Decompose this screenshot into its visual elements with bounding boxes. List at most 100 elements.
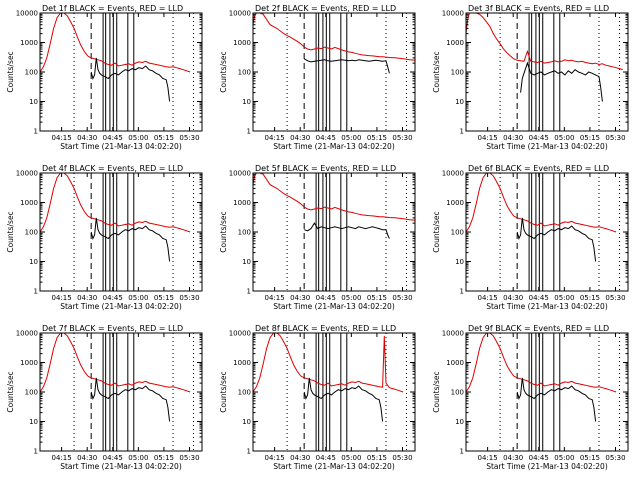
series-lld-line bbox=[252, 12, 416, 61]
y-tick-label: 10 bbox=[455, 258, 464, 266]
x-tick-label: 04:30 bbox=[77, 294, 97, 302]
x-tick-label: 05:30 bbox=[179, 294, 199, 302]
x-tick-label: 04:30 bbox=[290, 454, 310, 462]
x-tick-label: 05:00 bbox=[128, 294, 148, 302]
x-tick-label: 04:45 bbox=[103, 454, 123, 462]
y-tick-label: 10000 bbox=[16, 330, 38, 338]
y-tick-label: 1000 bbox=[20, 199, 38, 207]
x-tick-label: 04:30 bbox=[503, 294, 523, 302]
x-tick-label: 04:30 bbox=[290, 134, 310, 142]
panel-title: Det 6f BLACK = Events, RED = LLD bbox=[468, 164, 609, 173]
y-tick-label: 1 bbox=[247, 288, 251, 296]
x-tick-label: 05:15 bbox=[580, 134, 600, 142]
x-tick-label: 04:45 bbox=[316, 294, 336, 302]
y-tick-label: 1 bbox=[34, 128, 38, 136]
det-panel-9: Det 9f BLACK = Events, RED = LLD 1 10 100 10… bbox=[432, 324, 629, 471]
x-tick-label: 05:30 bbox=[605, 454, 625, 462]
panel-title: Det 5f BLACK = Events, RED = LLD bbox=[255, 164, 396, 173]
y-axis-label: Counts/sec bbox=[6, 211, 15, 252]
y-tick-label: 1 bbox=[34, 288, 38, 296]
y-tick-label: 1000 bbox=[20, 359, 38, 367]
series-lld-line bbox=[39, 12, 191, 73]
y-tick-label: 1 bbox=[460, 128, 464, 136]
plot-frame bbox=[465, 172, 629, 292]
panel-title: Det 4f BLACK = Events, RED = LLD bbox=[42, 164, 183, 173]
series-lld-line bbox=[465, 12, 624, 71]
x-tick-label: 04:15 bbox=[478, 454, 498, 462]
x-tick-label: 05:00 bbox=[554, 294, 574, 302]
y-axis-label: Counts/sec bbox=[6, 51, 15, 92]
y-axis-label: Counts/sec bbox=[432, 371, 441, 412]
x-tick-label: 04:15 bbox=[52, 454, 72, 462]
x-axis-label: Start Time (21-Mar-13 04:02:20) bbox=[60, 142, 182, 151]
panel-title: Det 1f BLACK = Events, RED = LLD bbox=[42, 4, 183, 13]
y-tick-label: 1000 bbox=[446, 199, 464, 207]
series-lld-line bbox=[39, 172, 191, 233]
plot-frame bbox=[252, 172, 416, 292]
x-tick-label: 05:15 bbox=[154, 294, 174, 302]
series-events-line bbox=[90, 377, 171, 422]
x-tick-label: 04:30 bbox=[503, 134, 523, 142]
series-lld-line bbox=[252, 172, 416, 221]
y-tick-label: 100 bbox=[25, 229, 38, 237]
plot-frame bbox=[465, 332, 629, 452]
y-tick-label: 10000 bbox=[442, 10, 464, 18]
y-tick-label: 10 bbox=[242, 418, 251, 426]
det-panel-4: Det 4f BLACK = Events, RED = LLD 1 10 100 10… bbox=[6, 164, 203, 311]
x-tick-label: 04:45 bbox=[103, 134, 123, 142]
x-tick-label: 05:00 bbox=[128, 454, 148, 462]
plot-frame bbox=[39, 172, 203, 292]
series-lld-line bbox=[252, 332, 404, 393]
y-tick-label: 100 bbox=[451, 69, 464, 77]
y-tick-label: 1 bbox=[460, 448, 464, 456]
x-tick-label: 04:30 bbox=[77, 454, 97, 462]
y-tick-label: 10000 bbox=[442, 170, 464, 178]
x-tick-label: 05:30 bbox=[605, 294, 625, 302]
series-lld-line bbox=[465, 172, 617, 233]
panel-title: Det 2f BLACK = Events, RED = LLD bbox=[255, 4, 396, 13]
x-tick-label: 05:30 bbox=[179, 454, 199, 462]
y-tick-label: 10 bbox=[455, 418, 464, 426]
x-tick-label: 05:00 bbox=[341, 134, 361, 142]
x-tick-label: 05:30 bbox=[392, 294, 412, 302]
x-tick-label: 04:15 bbox=[265, 134, 285, 142]
y-tick-label: 10 bbox=[242, 98, 251, 106]
x-axis-label: Start Time (21-Mar-13 04:02:20) bbox=[486, 302, 608, 311]
y-tick-label: 1000 bbox=[233, 359, 251, 367]
y-tick-label: 1000 bbox=[233, 199, 251, 207]
x-axis-label: Start Time (21-Mar-13 04:02:20) bbox=[60, 302, 182, 311]
x-tick-label: 05:30 bbox=[392, 454, 412, 462]
series-events-line bbox=[516, 377, 597, 422]
y-axis-label: Counts/sec bbox=[219, 211, 228, 252]
y-tick-label: 10 bbox=[242, 258, 251, 266]
x-tick-label: 04:15 bbox=[52, 294, 72, 302]
x-tick-label: 04:45 bbox=[316, 454, 336, 462]
x-tick-label: 04:45 bbox=[529, 454, 549, 462]
x-tick-label: 04:45 bbox=[103, 294, 123, 302]
x-axis-label: Start Time (21-Mar-13 04:02:20) bbox=[486, 142, 608, 151]
y-tick-label: 100 bbox=[238, 229, 251, 237]
y-tick-label: 1000 bbox=[20, 39, 38, 47]
x-tick-label: 04:45 bbox=[529, 294, 549, 302]
y-tick-label: 100 bbox=[25, 69, 38, 77]
series-events-line bbox=[520, 61, 603, 102]
plot-frame bbox=[252, 332, 416, 452]
y-tick-label: 10 bbox=[29, 98, 38, 106]
det-panel-5: Det 5f BLACK = Events, RED = LLD 1 10 100 10… bbox=[219, 164, 416, 311]
x-axis-label: Start Time (21-Mar-13 04:02:20) bbox=[273, 142, 395, 151]
plot-frame bbox=[39, 332, 203, 452]
x-tick-label: 05:00 bbox=[341, 454, 361, 462]
y-tick-label: 1000 bbox=[446, 39, 464, 47]
x-tick-label: 05:00 bbox=[128, 134, 148, 142]
y-tick-label: 10000 bbox=[229, 170, 251, 178]
y-axis-label: Counts/sec bbox=[219, 371, 228, 412]
det-panel-3: Det 3f BLACK = Events, RED = LLD 1 10 100 10… bbox=[432, 4, 629, 151]
det-panel-7: Det 7f BLACK = Events, RED = LLD 1 10 100 10… bbox=[6, 324, 203, 471]
x-tick-label: 04:15 bbox=[52, 134, 72, 142]
y-tick-label: 10 bbox=[29, 258, 38, 266]
y-axis-label: Counts/sec bbox=[6, 371, 15, 412]
y-tick-label: 10 bbox=[455, 98, 464, 106]
x-axis-label: Start Time (21-Mar-13 04:02:20) bbox=[60, 462, 182, 471]
y-tick-label: 10000 bbox=[16, 10, 38, 18]
y-tick-label: 100 bbox=[238, 69, 251, 77]
